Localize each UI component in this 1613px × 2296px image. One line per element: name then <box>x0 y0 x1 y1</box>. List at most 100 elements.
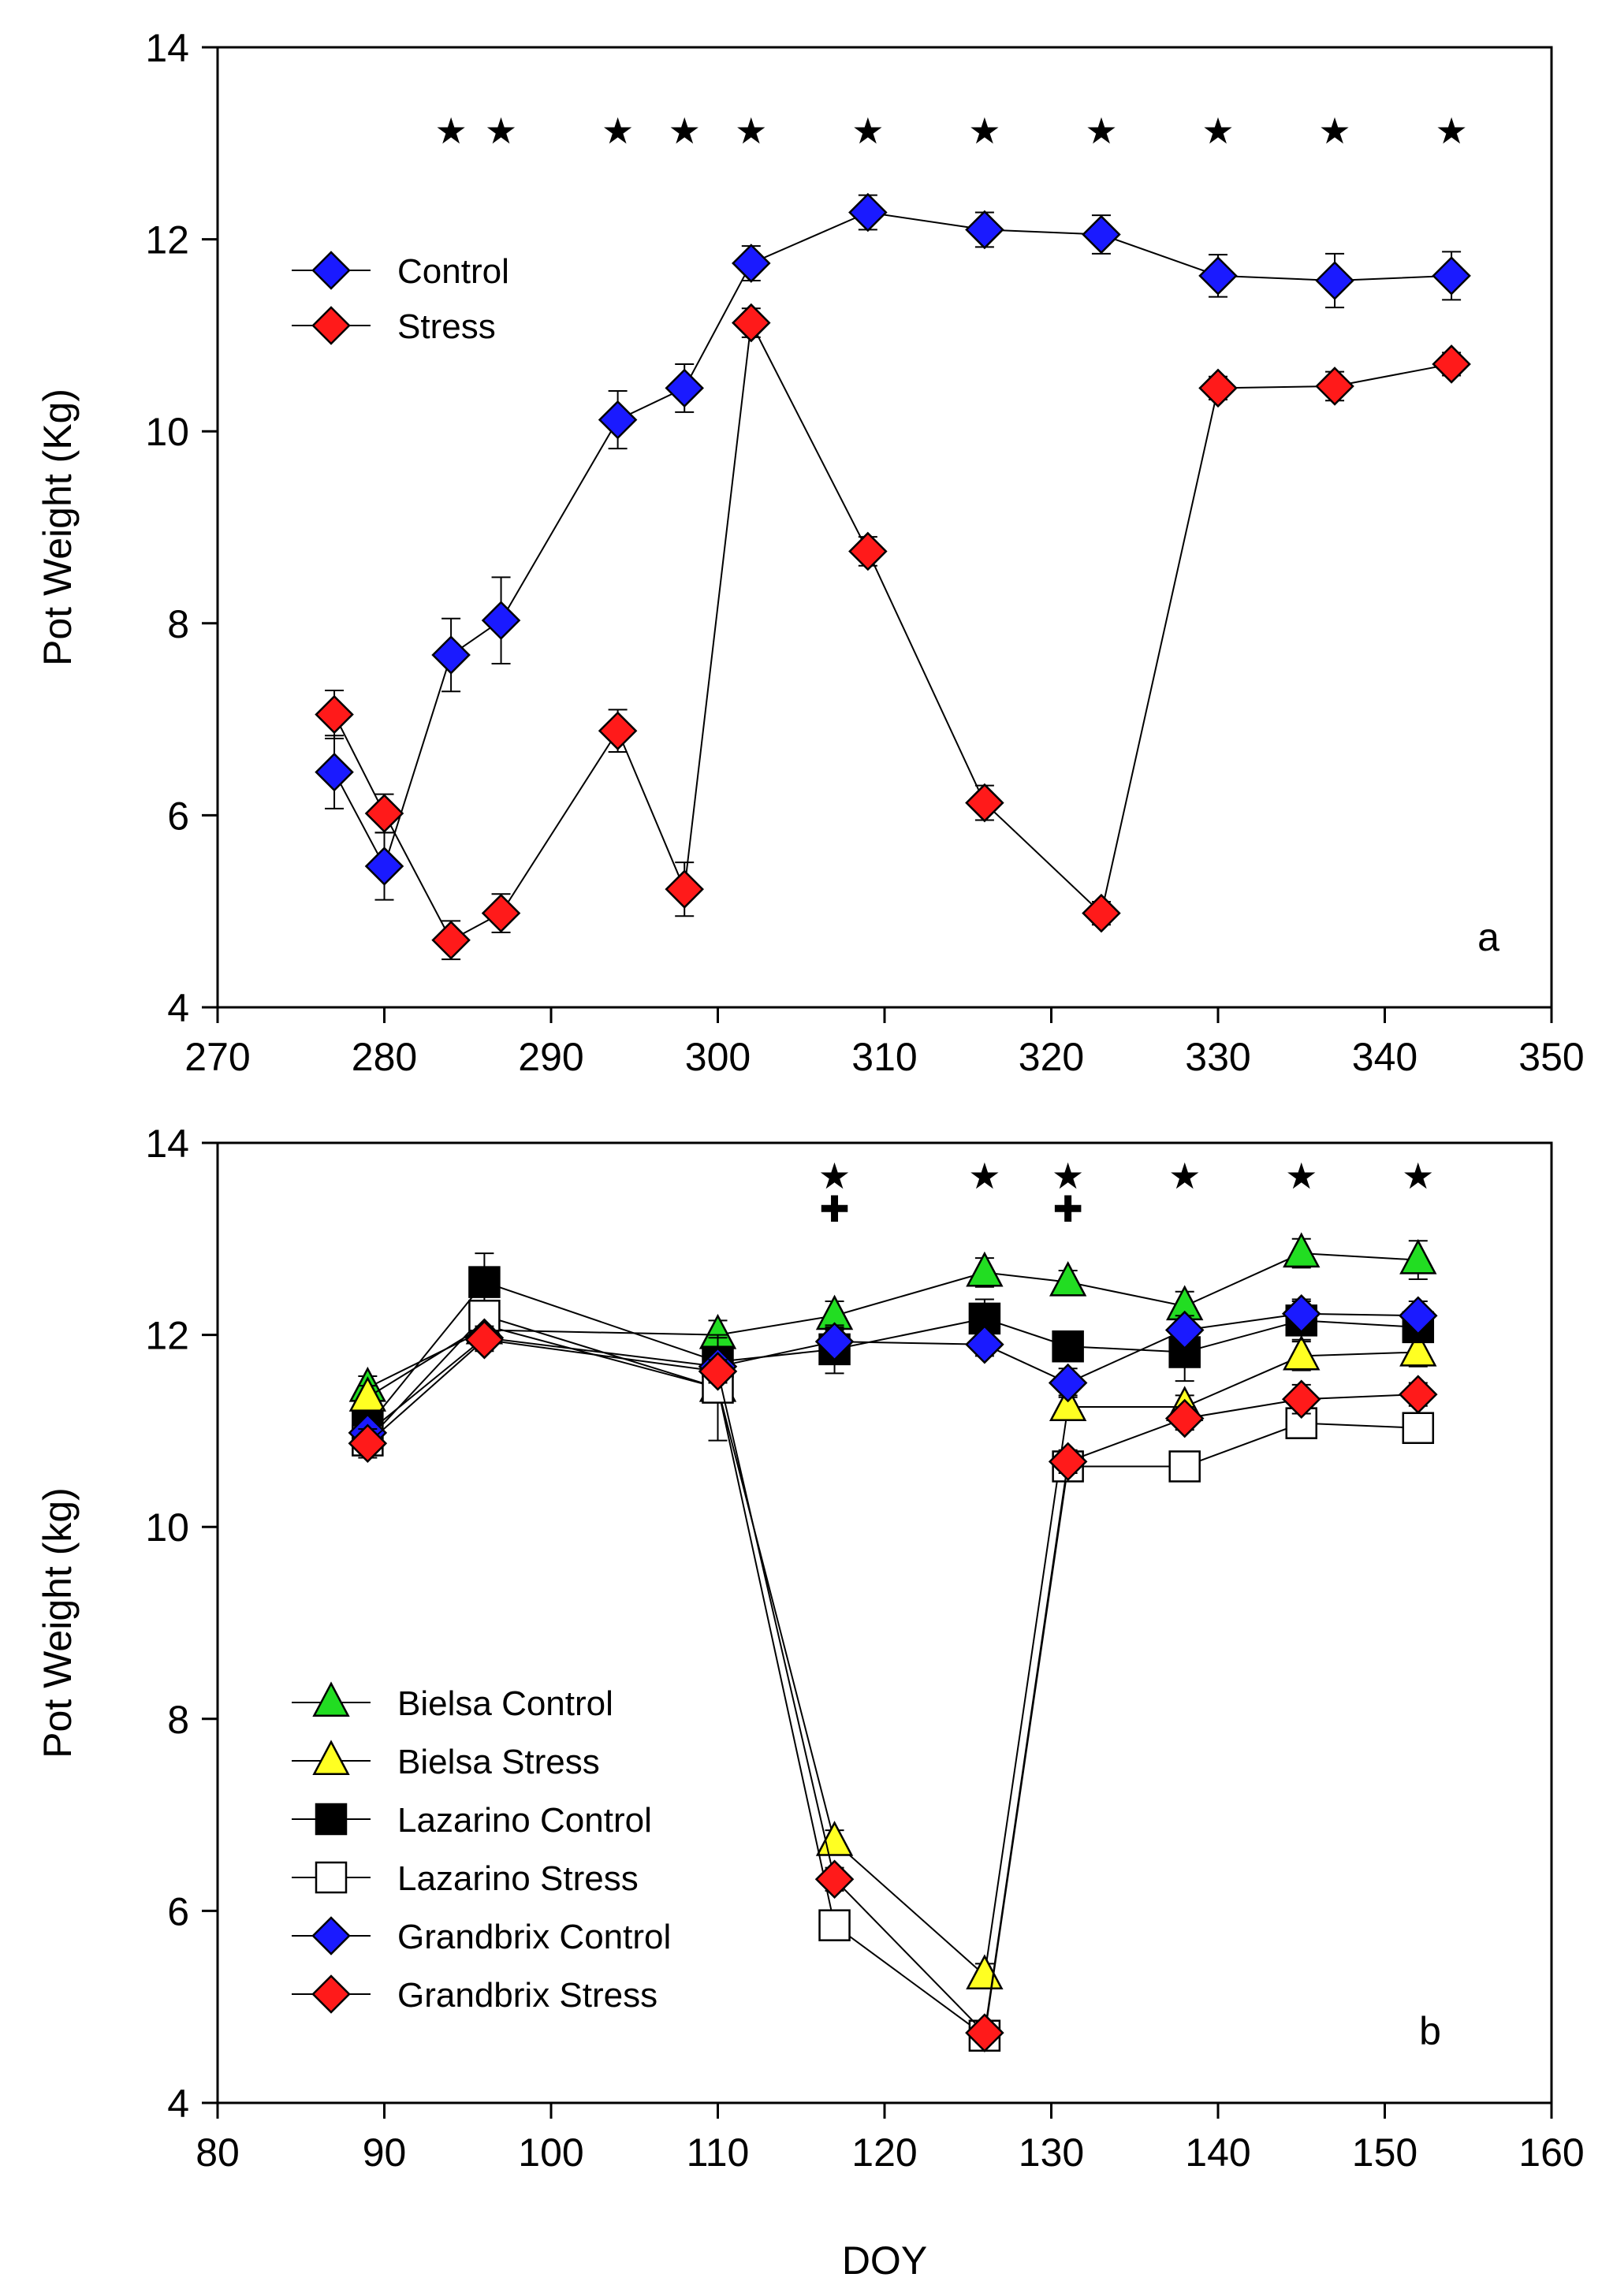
data-point <box>665 368 704 408</box>
data-point <box>348 1423 388 1464</box>
x-tick-label: 340 <box>1352 1035 1417 1079</box>
legend-marker <box>312 1740 350 1776</box>
significance-mark: ★ <box>968 1155 1000 1196</box>
x-tick-label: 270 <box>184 1035 250 1079</box>
data-point <box>1048 1363 1088 1403</box>
data-point <box>814 1322 855 1361</box>
data-point <box>431 920 471 960</box>
x-tick-label: 80 <box>196 2130 240 2175</box>
y-tick-label: 6 <box>167 794 189 838</box>
data-point <box>732 244 771 283</box>
y-tick-label: 4 <box>167 986 189 1030</box>
data-point <box>1168 1450 1201 1483</box>
data-point <box>364 794 404 833</box>
x-tick-label: 330 <box>1185 1035 1250 1079</box>
data-point <box>1049 1386 1087 1421</box>
legend-marker <box>311 1916 351 1956</box>
y-tick-label: 14 <box>145 1122 189 1166</box>
data-point <box>965 2013 1004 2052</box>
x-tick-label: 300 <box>685 1035 751 1079</box>
data-point <box>1281 1294 1321 1334</box>
legend-label: Grandbrix Control <box>397 1918 671 1956</box>
data-point <box>1198 368 1238 408</box>
data-point <box>1048 1442 1088 1482</box>
data-point <box>1399 1296 1438 1336</box>
data-point <box>1164 1310 1205 1350</box>
data-point <box>965 783 1004 823</box>
data-point <box>464 1319 505 1360</box>
x-tick-label: 100 <box>518 2130 583 2175</box>
x-tick-label: 290 <box>518 1035 583 1079</box>
legend-marker <box>311 251 351 290</box>
y-tick-label: 10 <box>145 410 189 454</box>
legend-marker <box>315 1803 348 1836</box>
x-tick-label: 130 <box>1019 2130 1084 2175</box>
significance-mark: ★ <box>1201 110 1234 151</box>
y-tick-label: 6 <box>167 1889 189 1933</box>
data-point <box>965 210 1004 250</box>
legend-label: Stress <box>397 307 496 346</box>
chart-panel-a: 270 280 290 300 310 320 330 340 350 4 6 8 10 12 14 Pot … <box>35 26 1585 1079</box>
legend: Bielsa Control Bielsa Stress Lazarino Cont… <box>292 1681 671 2015</box>
panel-label: b <box>1419 2009 1441 2053</box>
data-point <box>966 1251 1004 1287</box>
panel-label: a <box>1477 915 1499 959</box>
data-point <box>1052 1330 1084 1363</box>
x-tick-label: 160 <box>1518 2130 1584 2175</box>
data-point <box>1432 256 1471 296</box>
legend-marker <box>311 1974 351 2014</box>
significance-mark: ★ <box>1435 110 1467 151</box>
x-tick-label: 310 <box>851 1035 917 1079</box>
data-point <box>468 1266 501 1298</box>
data-point <box>1082 214 1121 255</box>
y-tick-label: 8 <box>167 1698 189 1742</box>
legend-marker <box>315 1861 348 1894</box>
data-point <box>431 635 471 675</box>
series-lazarino-control <box>352 1252 1435 1442</box>
data-point <box>315 752 354 792</box>
data-point <box>315 694 354 735</box>
data-point <box>848 531 888 571</box>
data-point <box>1281 1379 1321 1419</box>
y-tick-label: 4 <box>167 2082 189 2126</box>
y-tick-label: 14 <box>145 26 189 70</box>
data-point <box>481 601 521 640</box>
significance-mark: ★ <box>968 110 1000 151</box>
data-point <box>1402 1412 1435 1444</box>
legend-label: Control <box>397 252 509 291</box>
legend-label: Lazarino Stress <box>397 1859 639 1898</box>
data-point <box>814 1859 855 1899</box>
series-line <box>367 1281 1418 1427</box>
data-point <box>1283 1334 1321 1371</box>
significance-mark: ★ <box>818 1155 851 1196</box>
significance-mark: ★ <box>602 110 634 151</box>
data-point <box>1283 1232 1321 1268</box>
plot-frame <box>216 1141 1553 2104</box>
legend-label: Lazarino Control <box>397 1801 652 1840</box>
legend: Control Stress <box>292 251 509 346</box>
significance-mark: ★ <box>1085 110 1117 151</box>
series-grandbrix-control <box>348 1294 1438 1453</box>
series-grandbrix-stress <box>348 1319 1438 2052</box>
legend-marker <box>312 1681 350 1717</box>
significance-mark: ✚ <box>819 1189 850 1230</box>
significance-mark: ★ <box>1318 110 1350 151</box>
series-line <box>367 1252 1418 1389</box>
y-tick-label: 10 <box>145 1505 189 1550</box>
chart-panel-b: 80 90 100 110 120 130 140 150 160 4 6 8 10 12 14 Pot We… <box>35 1122 1585 2283</box>
data-point <box>848 192 888 233</box>
legend-marker <box>311 306 351 345</box>
data-point <box>1198 256 1238 296</box>
y-tick-label: 12 <box>145 218 189 262</box>
legend-label: Bielsa Control <box>397 1684 613 1723</box>
data-point <box>364 847 404 886</box>
data-point <box>1315 367 1354 406</box>
significance-mark: ★ <box>434 110 467 151</box>
y-axis-title: Pot Weight (Kg) <box>35 389 80 666</box>
data-point <box>965 1325 1004 1364</box>
plot-frame <box>216 46 1553 1009</box>
data-point <box>698 1352 738 1391</box>
significance-mark: ★ <box>1052 1155 1084 1196</box>
significance-mark: ✚ <box>1052 1189 1083 1230</box>
